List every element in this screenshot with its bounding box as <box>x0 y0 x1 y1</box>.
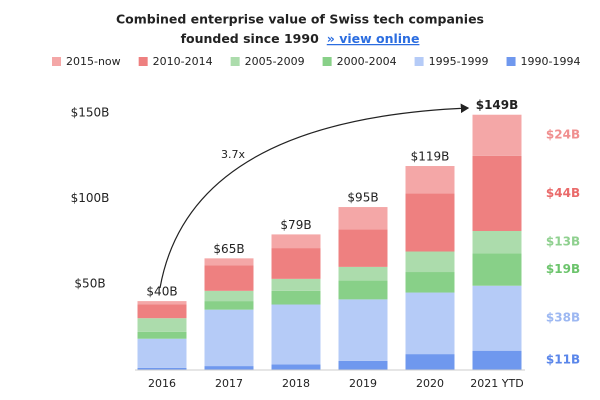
bar-segment <box>338 360 388 370</box>
bar-segment <box>137 318 187 332</box>
legend-label: 2015-now <box>66 55 121 68</box>
bar-segment <box>338 207 388 230</box>
bar-segment <box>405 251 455 273</box>
x-tick-label: 2016 <box>148 377 176 390</box>
y-tick-label: $50B <box>74 277 105 291</box>
bar-segment <box>137 367 187 370</box>
bar-segment <box>338 266 388 281</box>
segment-label: $24B <box>546 128 580 142</box>
legend-label: 2000-2004 <box>337 55 397 68</box>
x-tick-label: 2019 <box>349 377 377 390</box>
bar-segment <box>204 309 254 367</box>
legend-label: 1995-1999 <box>429 55 489 68</box>
bar-segment <box>472 350 522 370</box>
x-tick-label: 2017 <box>215 377 243 390</box>
total-label: $119B <box>411 150 450 164</box>
bar-segment <box>338 280 388 300</box>
bar-segment <box>204 301 254 310</box>
segment-label: $13B <box>546 235 580 249</box>
legend-swatch <box>52 57 61 66</box>
bar-segment <box>405 193 455 252</box>
bar-segment <box>472 285 522 351</box>
bar-segment <box>472 230 522 254</box>
view-online-link[interactable]: » view online <box>327 31 420 46</box>
legend-swatch <box>322 57 332 66</box>
growth-arrow <box>159 103 470 289</box>
bar-segment <box>271 234 321 249</box>
total-label: $149B <box>476 98 519 112</box>
bar-segment <box>137 304 187 319</box>
bar-segment <box>405 166 455 194</box>
annotation: 3.7x <box>221 148 245 161</box>
x-tick-label: 2021 YTD <box>470 377 523 390</box>
legend-label: 2005-2009 <box>245 55 305 68</box>
bar-segment <box>271 290 321 305</box>
bar-segment <box>137 331 187 339</box>
legend-swatch <box>506 57 516 66</box>
bar-segment <box>338 229 388 267</box>
y-tick-label: $100B <box>71 191 110 205</box>
bar-segment <box>204 366 254 370</box>
bar-segment <box>472 114 522 156</box>
legend-swatch <box>230 57 240 66</box>
bar-segment <box>405 272 455 293</box>
x-tick-label: 2020 <box>416 377 444 390</box>
x-tick-label: 2018 <box>282 377 310 390</box>
bar-segment <box>271 248 321 279</box>
legend-label: 2010-2014 <box>153 55 213 68</box>
bar-segment <box>472 253 522 286</box>
legend-label: 1990-1994 <box>521 55 581 68</box>
bar-segment <box>204 290 254 302</box>
legend-swatch <box>414 57 424 66</box>
bar-segment <box>271 278 321 291</box>
bar-segment <box>472 155 522 231</box>
bar-segment <box>204 258 254 266</box>
segment-label: $44B <box>546 186 580 200</box>
total-label: $40B <box>146 285 177 299</box>
segment-label: $38B <box>546 311 580 325</box>
total-label: $79B <box>280 218 311 232</box>
bar-segment <box>204 265 254 291</box>
bar-segment <box>271 364 321 370</box>
bar-segment <box>338 299 388 361</box>
legend-swatch <box>138 57 148 66</box>
bar-segment <box>405 354 455 370</box>
total-label: $95B <box>347 191 378 205</box>
bar-segment <box>137 338 187 368</box>
subtitle-line: founded since 1990 » view online <box>181 31 420 46</box>
y-tick-label: $150B <box>71 106 110 120</box>
total-label: $65B <box>213 242 244 256</box>
bar-segment <box>271 304 321 365</box>
segment-label: $19B <box>546 262 580 276</box>
segment-label: $11B <box>546 353 580 367</box>
bar-segment <box>137 301 187 305</box>
bar-segment <box>405 292 455 355</box>
chart-title: Combined enterprise value of Swiss tech … <box>116 12 484 27</box>
subtitle: founded since 1990 <box>181 31 320 46</box>
